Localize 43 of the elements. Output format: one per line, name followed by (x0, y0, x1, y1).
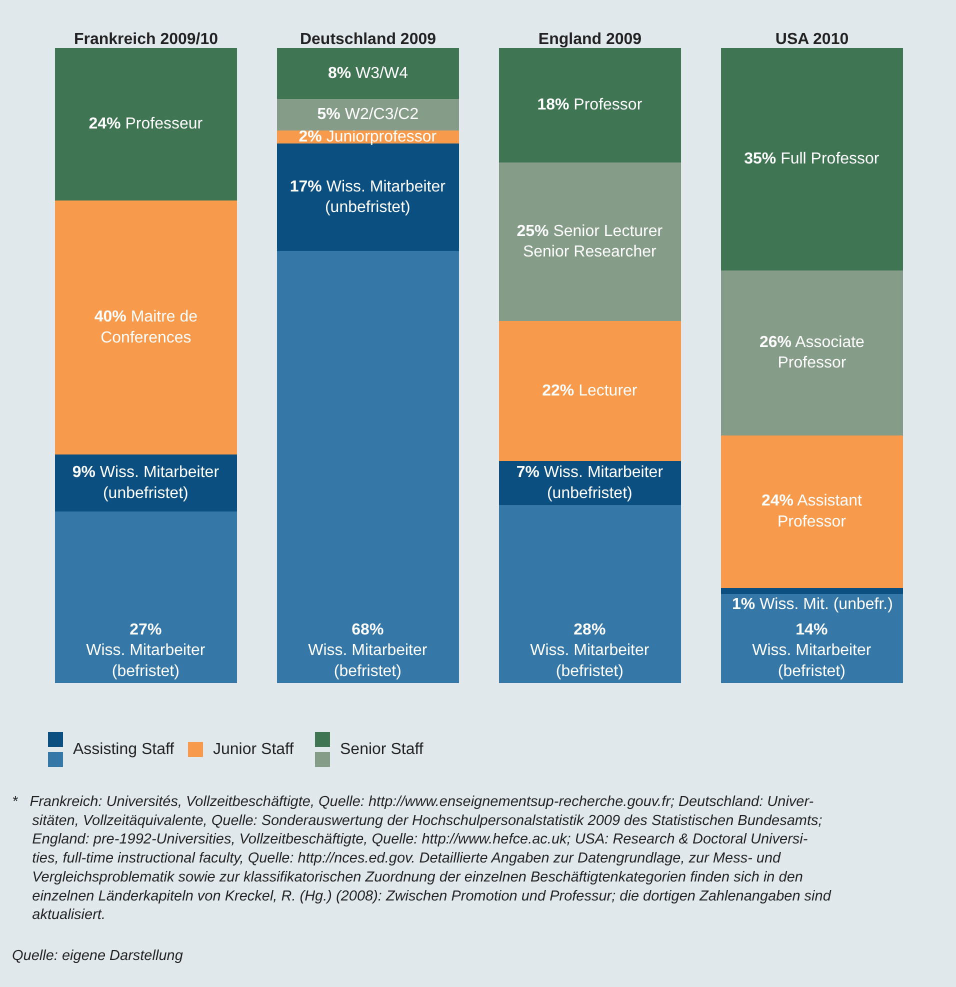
data-label: 28% Wiss. Mitarbeiter (befristet) (530, 621, 650, 680)
text: * Frankreich: Universités, Vollzeitbeschäftigte, Quelle: http://www.enseignementsup-recherche.gouv.fr; Deutschland: Univer- sitäten, Vollzeitäquivalente, Quelle: Sonderauswertung der Hochschulpersonalstatistik 2009 des Statistischen Bundesamts; England: pre-1992-Universities, Vollzeitbeschäftigte, Quelle: http://www.hefce.ac.uk; USA: Research & Doctoral Universi- ties, full-time instructional faculty, Quelle: http://nces.ed.gov. Detaillierte Angaben zur Datengrundlage, zur Mess- und Vergleichsproblematik sowie zur klassifikatorischen Zuordnung der einzelnen Beschäftigtenkategorien finden sich in den einzelnen Länderkapiteln von Kreckel, R. (Hg.) (2008): Zwischen Promotion und Professur; die dortigen Zahlenangaben sind aktualisiert. (12, 794, 832, 924)
bar (276, 48, 460, 99)
data-label: 8% W3/W4 (328, 64, 408, 82)
x-tick-label: Frankreich 2009/10 (74, 30, 218, 48)
data-label: 40% Maitre de Conferences (94, 308, 198, 346)
legend-label: Senior Staff (340, 741, 424, 758)
legend-label: Junior Staff (213, 741, 294, 758)
bar (54, 200, 238, 454)
bar (720, 435, 904, 588)
data-label: 26% Associate Professor (759, 334, 865, 372)
data-label: 68% Wiss. Mitarbeiter (befristet) (308, 621, 428, 680)
bar (54, 48, 238, 200)
data-label: 17% Wiss. Mitarbeiter (unbefristet) (290, 178, 446, 216)
bar (276, 143, 460, 252)
data-label: 1% Wiss. Mit. (unbefr.) (732, 596, 893, 613)
data-label: 5% W2/C3/C2 (317, 106, 419, 124)
data-label: 24% Professeur (88, 116, 204, 133)
bar (276, 251, 460, 683)
data-label: 35% Full Professor (744, 150, 880, 168)
data-label: 18% Professor (537, 96, 643, 114)
bar (54, 512, 238, 683)
data-label: 27% Wiss. Mitarbeiter (befristet) (86, 621, 206, 680)
data-label: 14% Wiss. Mitarbeiter (befristet) (752, 621, 872, 680)
bar (498, 321, 682, 461)
data-label: 22% Lecturer (542, 382, 638, 400)
data-label: 7% Wiss. Mitarbeiter (unbefristet) (516, 464, 664, 502)
bar (498, 48, 682, 162)
data-label: 25% Senior Lecturer Senior Researcher (516, 222, 664, 261)
bar (276, 98, 460, 131)
source-note: Quelle: eigene Darstellung (12, 948, 183, 964)
legend-label: Assisting Staff (73, 741, 175, 758)
data-label: 9% Wiss. Mitarbeiter (unbefristet) (72, 464, 220, 502)
bar (498, 505, 682, 683)
bar (720, 588, 904, 594)
data-label: 24% Assistant Professor (761, 492, 863, 530)
x-tick-label: Deutschland 2009 (300, 30, 436, 48)
bar (720, 48, 904, 270)
bar (720, 270, 904, 436)
data-label: 2% Juniorprofessor (298, 128, 438, 146)
bar (498, 162, 682, 322)
x-tick-label: England 2009 (538, 30, 642, 48)
x-tick-label: USA 2010 (775, 30, 849, 48)
